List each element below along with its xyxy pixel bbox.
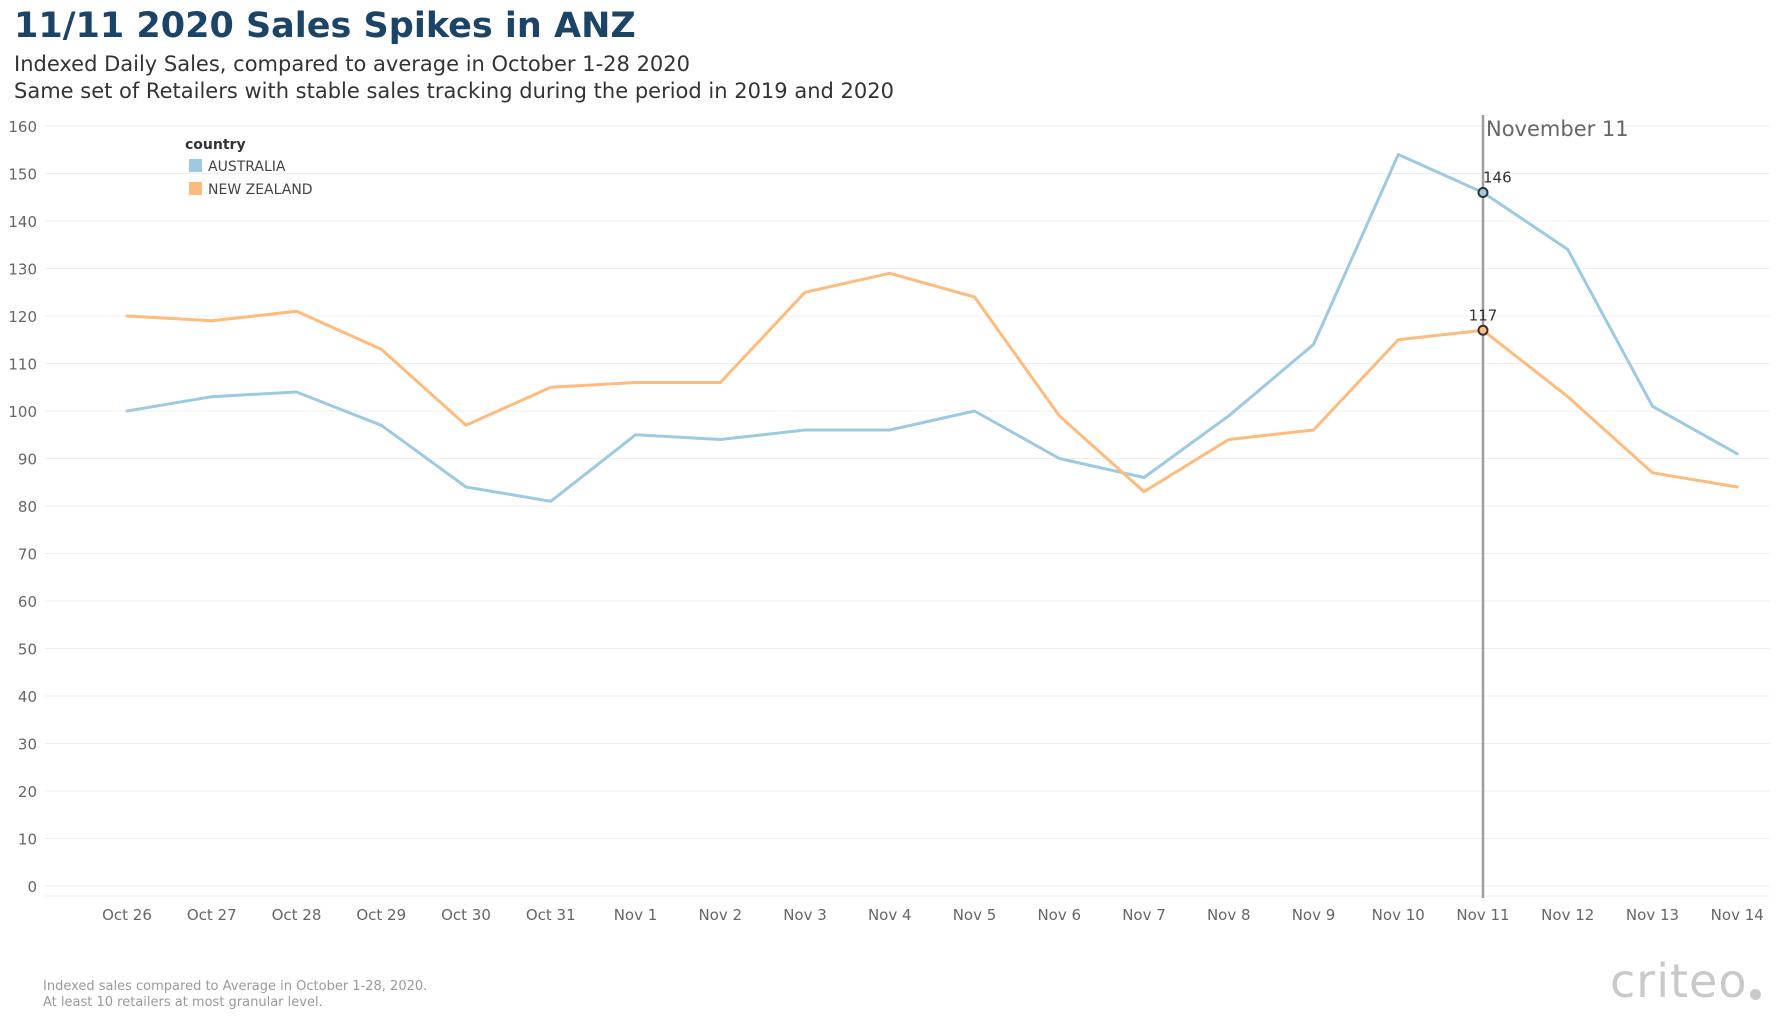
reference-line-group: November 11 [1481, 115, 1629, 898]
chart-subtitle-secondary: Same set of Retailers with stable sales … [14, 79, 894, 103]
y-tick-label: 20 [18, 783, 37, 801]
gridlines [45, 125, 1770, 897]
brand-dot [1750, 989, 1762, 1000]
y-tick-label: 80 [18, 498, 37, 516]
series-line-new-zealand [125, 271, 1739, 494]
annotation-marker [1477, 324, 1489, 336]
legend-item-label: AUSTRALIA [208, 159, 286, 175]
x-axis-tick-labels: Oct 26 Oct 27 Oct 28 Oct 29 Oct 30 Oct 31 Nov … [102, 906, 1764, 924]
series-lines [125, 153, 1739, 503]
annotations: 146 117 [1469, 169, 1512, 336]
x-tick-label: Nov 7 [1122, 906, 1166, 924]
annotation-marker [1477, 187, 1489, 198]
brand-wordmark: criteo [1610, 954, 1748, 1008]
y-tick-label: 10 [18, 831, 37, 849]
y-tick-label: 90 [18, 451, 37, 469]
y-tick-label: 60 [18, 593, 37, 611]
y-tick-label: 140 [8, 213, 37, 231]
x-tick-label: Oct 29 [356, 906, 406, 924]
x-tick-label: Oct 30 [441, 906, 491, 924]
y-tick-label: 0 [27, 878, 37, 896]
annotation-label: 146 [1483, 169, 1512, 187]
x-tick-label: Nov 2 [698, 906, 742, 924]
x-tick-label: Nov 8 [1207, 906, 1251, 924]
legend-item-label: NEW ZEALAND [208, 182, 313, 198]
y-tick-label: 150 [8, 166, 37, 184]
series-line-australia [125, 153, 1739, 503]
x-tick-label: Nov 14 [1711, 906, 1764, 924]
x-tick-label: Nov 6 [1037, 906, 1081, 924]
annotation-label: 117 [1469, 306, 1498, 324]
legend: country AUSTRALIA NEW ZEALAND [185, 137, 313, 198]
x-tick-label: Oct 28 [272, 906, 322, 924]
legend-swatch [189, 182, 202, 195]
x-tick-label: Oct 31 [526, 906, 576, 924]
x-tick-label: Nov 13 [1626, 906, 1679, 924]
x-tick-label: Nov 4 [868, 906, 912, 924]
y-tick-label: 130 [8, 261, 37, 279]
y-tick-label: 30 [18, 736, 37, 754]
criteo-logo: criteo [1610, 954, 1762, 1008]
y-tick-label: 120 [8, 308, 37, 326]
legend-title: country [185, 137, 246, 153]
y-tick-label: 40 [18, 688, 37, 706]
legend-swatch [189, 159, 202, 172]
y-axis-tick-labels: 0 10 20 30 40 50 60 70 80 90 100 110 120 130 140 150 160 [8, 118, 37, 896]
y-tick-label: 110 [8, 356, 37, 374]
footnote-line-2: At least 10 retailers at most granular l… [43, 995, 323, 1010]
x-tick-label: Nov 5 [953, 906, 997, 924]
y-tick-label: 70 [18, 546, 37, 564]
y-tick-label: 100 [8, 403, 37, 421]
y-tick-label: 160 [8, 118, 37, 136]
chart-title: 11/11 2020 Sales Spikes in ANZ [14, 6, 636, 46]
x-tick-label: Nov 1 [614, 906, 658, 924]
x-tick-label: Nov 3 [783, 906, 827, 924]
x-tick-label: Oct 26 [102, 906, 152, 924]
reference-line-label: November 11 [1486, 117, 1629, 141]
x-tick-label: Nov 10 [1372, 906, 1425, 924]
chart-subtitle-primary: Indexed Daily Sales, compared to average… [14, 52, 691, 76]
x-tick-label: Nov 11 [1456, 906, 1509, 924]
x-tick-label: Nov 12 [1541, 906, 1594, 924]
footnote-line-1: Indexed sales compared to Average in Oct… [43, 979, 428, 994]
x-tick-label: Nov 9 [1292, 906, 1336, 924]
y-tick-label: 50 [18, 641, 37, 659]
x-tick-label: Oct 27 [187, 906, 237, 924]
